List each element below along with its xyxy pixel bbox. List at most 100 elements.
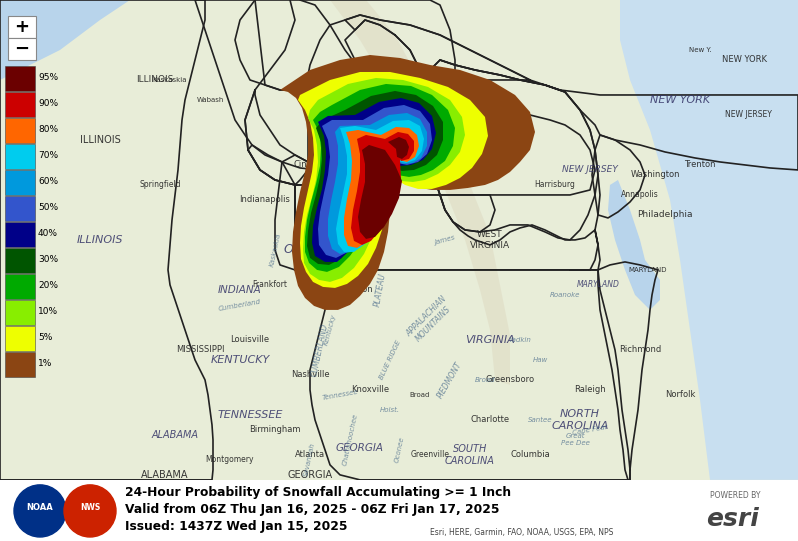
Text: SOUTH
CAROLINA: SOUTH CAROLINA [445, 444, 495, 466]
Text: ALABAMA: ALABAMA [152, 430, 199, 440]
Text: Columbia: Columbia [510, 450, 550, 459]
Text: Wabash: Wabash [196, 97, 223, 103]
Text: Haw: Haw [532, 357, 547, 363]
Text: Yadkin: Yadkin [508, 337, 531, 343]
Text: Broad: Broad [475, 377, 496, 383]
Bar [5, 92, 35, 117]
Text: Valid from 06Z Thu Jan 16, 2025 - 06Z Fri Jan 17, 2025: Valid from 06Z Thu Jan 16, 2025 - 06Z Fr… [125, 504, 500, 517]
Text: Oconee: Oconee [394, 436, 405, 464]
Text: Pittsburgh: Pittsburgh [457, 95, 503, 104]
Text: Springfield: Springfield [139, 181, 181, 189]
Text: Tennessee: Tennessee [322, 389, 358, 401]
Text: INDIANA: INDIANA [218, 285, 262, 295]
Text: MISSISSIPPI: MISSISSIPPI [176, 345, 224, 354]
Text: NWS: NWS [80, 504, 100, 512]
Text: 90%: 90% [38, 100, 58, 109]
Polygon shape [298, 72, 488, 288]
Text: Greensboro: Greensboro [485, 375, 535, 385]
Text: ILLINOIS: ILLINOIS [136, 76, 174, 84]
Text: MARYLAND: MARYLAND [629, 267, 667, 273]
Text: GEORGIA: GEORGIA [336, 443, 384, 453]
Text: 5%: 5% [38, 333, 53, 342]
Polygon shape [344, 127, 419, 248]
Text: ALLEGHENY: ALLEGHENY [420, 142, 440, 188]
Text: Charleston: Charleston [327, 286, 373, 294]
Text: Frankfort: Frankfort [252, 280, 287, 289]
Bar [8, 16, 36, 38]
Text: WEST
VIRGINIA: WEST VIRGINIA [318, 209, 361, 231]
Text: Cincinnati: Cincinnati [294, 161, 336, 169]
Text: esri: esri [706, 507, 759, 531]
Text: ALABAMA: ALABAMA [141, 470, 189, 480]
Text: BLUE RIDGE: BLUE RIDGE [378, 339, 401, 380]
Text: NEW YORK: NEW YORK [722, 56, 768, 64]
Bar [5, 196, 35, 221]
Circle shape [64, 485, 116, 537]
Text: Roanoke: Roanoke [550, 292, 580, 298]
Circle shape [14, 485, 66, 537]
Text: Kaskaskia: Kaskaskia [268, 233, 282, 267]
Text: 20%: 20% [38, 281, 58, 291]
Bar [5, 66, 35, 91]
Text: Nashville: Nashville [290, 371, 330, 379]
Text: 95%: 95% [38, 74, 58, 82]
Text: Trenton: Trenton [684, 161, 716, 169]
Text: Philadelphia: Philadelphia [638, 210, 693, 220]
Text: 60%: 60% [38, 177, 58, 187]
Text: New Y.: New Y. [689, 47, 711, 53]
Polygon shape [336, 120, 424, 252]
Polygon shape [305, 84, 455, 272]
Text: 10%: 10% [38, 307, 58, 316]
Bar [5, 144, 35, 169]
Text: Norfolk: Norfolk [665, 391, 695, 399]
Polygon shape [330, 0, 510, 385]
Text: Esri, HERE, Garmin, FAO, NOAA, USGS, EPA, NPS: Esri, HERE, Garmin, FAO, NOAA, USGS, EPA… [430, 528, 614, 537]
Text: +: + [14, 18, 30, 36]
Text: Columbus: Columbus [382, 110, 428, 120]
Text: APPALACHIAN
MOUNTAINS: APPALACHIAN MOUNTAINS [405, 294, 456, 346]
Text: NEW YORK: NEW YORK [650, 95, 710, 105]
Text: Broad: Broad [410, 392, 430, 398]
Bar [5, 170, 35, 195]
Text: GEORGIA: GEORGIA [287, 470, 333, 480]
Polygon shape [358, 145, 402, 239]
Text: PIEDMONT: PIEDMONT [436, 360, 464, 400]
Text: Cumberland: Cumberland [218, 298, 262, 312]
Polygon shape [0, 0, 130, 80]
Text: −: − [14, 40, 30, 58]
Text: 40%: 40% [38, 229, 58, 239]
Text: 70%: 70% [38, 151, 58, 161]
Text: 1%: 1% [38, 359, 53, 368]
Text: ILLINOIS: ILLINOIS [80, 135, 120, 145]
Text: Great
Pee Dee: Great Pee Dee [560, 433, 590, 446]
Text: NORTH
CAROLINA: NORTH CAROLINA [551, 409, 609, 431]
Text: Greenville: Greenville [410, 450, 449, 459]
Text: NEW JERSEY: NEW JERSEY [562, 166, 618, 174]
Text: Santee: Santee [527, 417, 552, 423]
Polygon shape [608, 180, 660, 310]
Text: Issued: 1437Z Wed Jan 15, 2025: Issued: 1437Z Wed Jan 15, 2025 [125, 520, 347, 533]
Polygon shape [280, 55, 535, 310]
Text: CUMBERLAND: CUMBERLAND [310, 322, 330, 377]
Text: Chattohoochee: Chattohoochee [342, 413, 358, 466]
Text: Annapolis: Annapolis [621, 190, 659, 200]
Polygon shape [318, 105, 432, 258]
Text: Savannah: Savannah [303, 442, 317, 478]
Text: 30%: 30% [38, 255, 58, 265]
Bar [5, 326, 35, 351]
Text: Kentucky: Kentucky [323, 313, 337, 346]
Text: POWERED BY: POWERED BY [710, 491, 760, 500]
Text: Raleigh: Raleigh [575, 385, 606, 394]
Polygon shape [388, 137, 409, 159]
Text: NEW JERSEY: NEW JERSEY [725, 110, 772, 120]
Text: Kaskaskia: Kaskaskia [152, 77, 188, 83]
Text: 80%: 80% [38, 126, 58, 135]
Text: VIRGINIA: VIRGINIA [465, 335, 515, 345]
Bar [5, 274, 35, 299]
Text: 24-Hour Probability of Snowfall Accumulating >= 1 Inch: 24-Hour Probability of Snowfall Accumula… [125, 486, 512, 499]
Text: PENNSYLVANIA: PENNSYLVANIA [328, 140, 412, 150]
Bar [5, 118, 35, 143]
Text: NOAA: NOAA [26, 504, 53, 512]
Text: Louisville: Louisville [231, 335, 270, 345]
Text: Knoxville: Knoxville [351, 385, 389, 394]
